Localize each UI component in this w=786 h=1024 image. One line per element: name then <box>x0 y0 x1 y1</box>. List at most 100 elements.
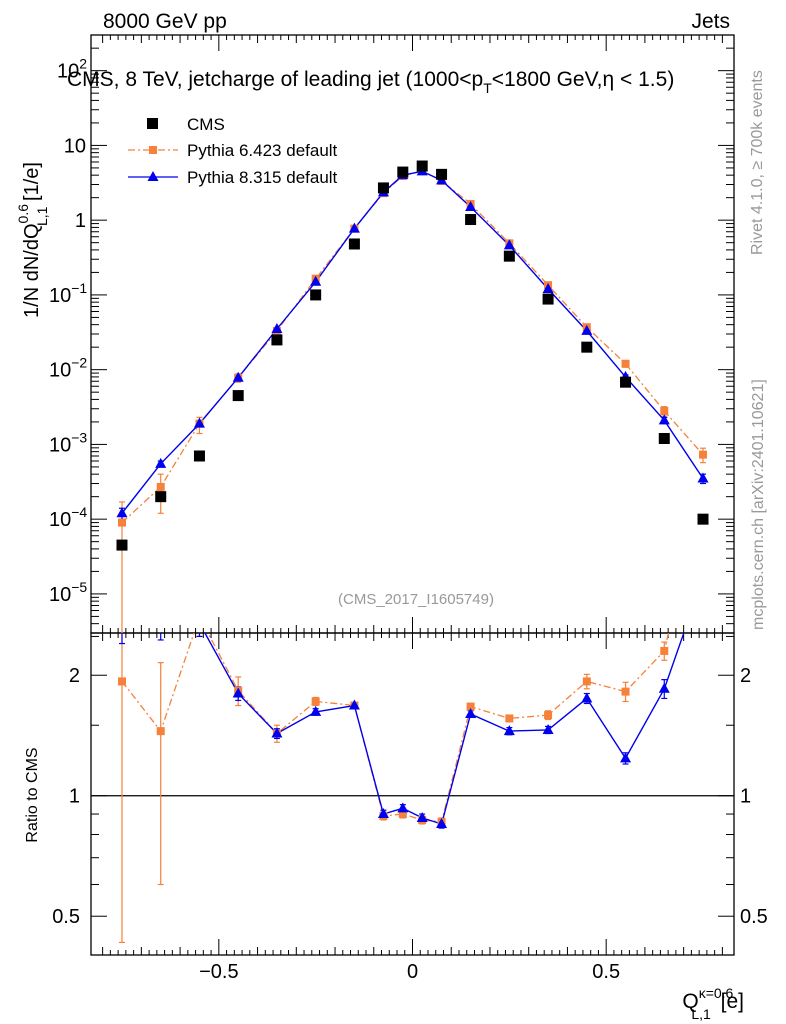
ratio-y-tick-label-left: 2 <box>69 665 80 687</box>
pythia8-point <box>658 414 670 425</box>
main-axis-ticks: 10−5 10−4 10−3 10−2 10−1 1 10 102 <box>49 35 734 955</box>
rivet-version-label: Rivet 4.1.0, ≥ 700k events <box>749 70 766 255</box>
main-y-tick-label: 10−4 <box>49 504 87 531</box>
pythia6-point <box>621 359 630 368</box>
ratio-pythia8-point <box>698 572 709 582</box>
main-y-tick-label: 102 <box>57 56 87 83</box>
ratio-pythia8-point <box>503 725 515 736</box>
ratio-pythia6-point <box>195 613 203 621</box>
ratio-pythia8-point <box>232 687 244 698</box>
cms-point <box>310 289 322 301</box>
pythia8-point <box>271 322 283 333</box>
cms-point <box>697 513 709 525</box>
pythia8-point <box>581 324 593 335</box>
pythia8-point <box>503 239 515 250</box>
ratio-pythia8-point <box>436 817 448 828</box>
pythia8-point <box>348 222 360 233</box>
pythia8-point <box>542 282 554 293</box>
legend-pythia8-label: Pythia 8.315 default <box>187 168 338 187</box>
pythia8-point <box>697 472 709 483</box>
ratio-y-axis-label: Ratio to CMS <box>24 747 41 842</box>
ratio-axis-ticks: 0.5 0.5 1 1 2 2 −0.5 0 0.5 <box>52 635 768 983</box>
ratio-pythia6-point <box>466 702 475 711</box>
x-tick-label: 0.5 <box>592 961 620 983</box>
ratio-pythia8-point <box>310 705 322 716</box>
ratio-pythia8-point <box>348 699 360 710</box>
cms-point <box>116 539 128 551</box>
cms-point <box>436 168 448 180</box>
main-y-tick-label: 10−2 <box>49 355 87 382</box>
ratio-pythia6-point <box>505 714 514 723</box>
ratio-pythia8-point <box>377 808 389 819</box>
legend-pythia6-marker <box>149 146 157 154</box>
pythia6-point <box>117 518 126 527</box>
mcplots-label: mcplots.cern.ch [arXiv:2401.10621] <box>750 379 767 630</box>
pythia8-point <box>116 507 128 518</box>
cms-point <box>503 250 515 262</box>
ratio-pythia8-point <box>465 708 477 719</box>
ratio-y-tick-label-right: 0.5 <box>740 906 768 928</box>
pythia6-point <box>156 482 165 491</box>
ratio-pythia8-point <box>155 614 166 624</box>
cms-point <box>397 166 409 178</box>
x-axis-label: Qκ=0.6 L,1 [e] <box>682 985 744 1022</box>
pythia6-point <box>660 406 669 415</box>
ratio-pythia8-point <box>581 692 593 703</box>
ratio-pythia8-point <box>416 811 428 822</box>
legend-cms-marker <box>147 118 158 129</box>
ratio-pythia8-point <box>271 727 283 738</box>
ratio-data-layer <box>117 572 709 944</box>
cms-point <box>465 214 477 226</box>
main-data-layer <box>116 160 709 633</box>
pythia8-point <box>155 457 167 468</box>
pythia8-point <box>310 275 322 286</box>
cms-point <box>620 376 632 388</box>
cms-point <box>232 390 244 402</box>
ratio-pythia8-point <box>397 802 409 813</box>
ratio-pythia8-line <box>204 633 685 825</box>
ratio-plot-frame <box>90 632 735 956</box>
main-y-tick-label: 10−1 <box>49 280 87 307</box>
cms-point <box>193 450 205 462</box>
header-right: Jets <box>691 10 730 33</box>
x-tick-label: −0.5 <box>199 961 238 983</box>
legend-cms-label: CMS <box>187 115 225 134</box>
ratio-y-tick-label-left: 1 <box>69 786 80 808</box>
main-plot-title: CMS, 8 TeV, jetcharge of leading jet (10… <box>67 68 674 96</box>
cms-point <box>377 182 389 194</box>
ratio-y-tick-label-right: 2 <box>740 665 751 687</box>
ratio-pythia8-point <box>194 617 205 627</box>
cms-point <box>416 160 428 172</box>
cms-point <box>581 341 593 353</box>
pythia6-point <box>699 450 708 459</box>
main-y-axis-label: 1/N dN/dQ0.6 L,1 [1/e] <box>15 162 50 318</box>
pythia8-point <box>465 201 477 212</box>
main-y-tick-label: 1 <box>75 210 86 232</box>
x-tick-label: 0 <box>407 961 418 983</box>
pythia6-line <box>121 169 704 524</box>
main-y-tick-label: 10−5 <box>49 579 87 606</box>
ratio-pythia6-point <box>660 646 669 655</box>
legend-pythia6-label: Pythia 6.423 default <box>187 141 338 160</box>
header-left: 8000 GeV pp <box>103 10 227 33</box>
ratio-pythia6-point <box>311 697 320 706</box>
main-y-tick-label: 10−3 <box>49 429 87 456</box>
cms-point <box>542 293 554 305</box>
legend-pythia8-marker <box>147 171 159 181</box>
ratio-pythia8-point <box>620 752 632 763</box>
cms-point <box>271 334 283 346</box>
cms-point <box>155 491 167 503</box>
ratio-pythia6-point <box>582 677 591 686</box>
ratio-pythia6-point <box>621 687 630 696</box>
ratio-pythia6-line <box>121 633 670 823</box>
cms-point <box>658 432 670 444</box>
ratio-pythia6-point <box>117 677 126 686</box>
pythia8-point <box>232 371 244 382</box>
ratio-pythia6-point <box>544 711 553 720</box>
ratio-pythia6-point <box>156 727 165 736</box>
ratio-y-tick-label-right: 1 <box>740 786 751 808</box>
ratio-y-tick-label-left: 0.5 <box>52 906 80 928</box>
analysis-watermark: (CMS_2017_I1605749) <box>338 591 494 608</box>
pythia8-point <box>193 417 205 428</box>
